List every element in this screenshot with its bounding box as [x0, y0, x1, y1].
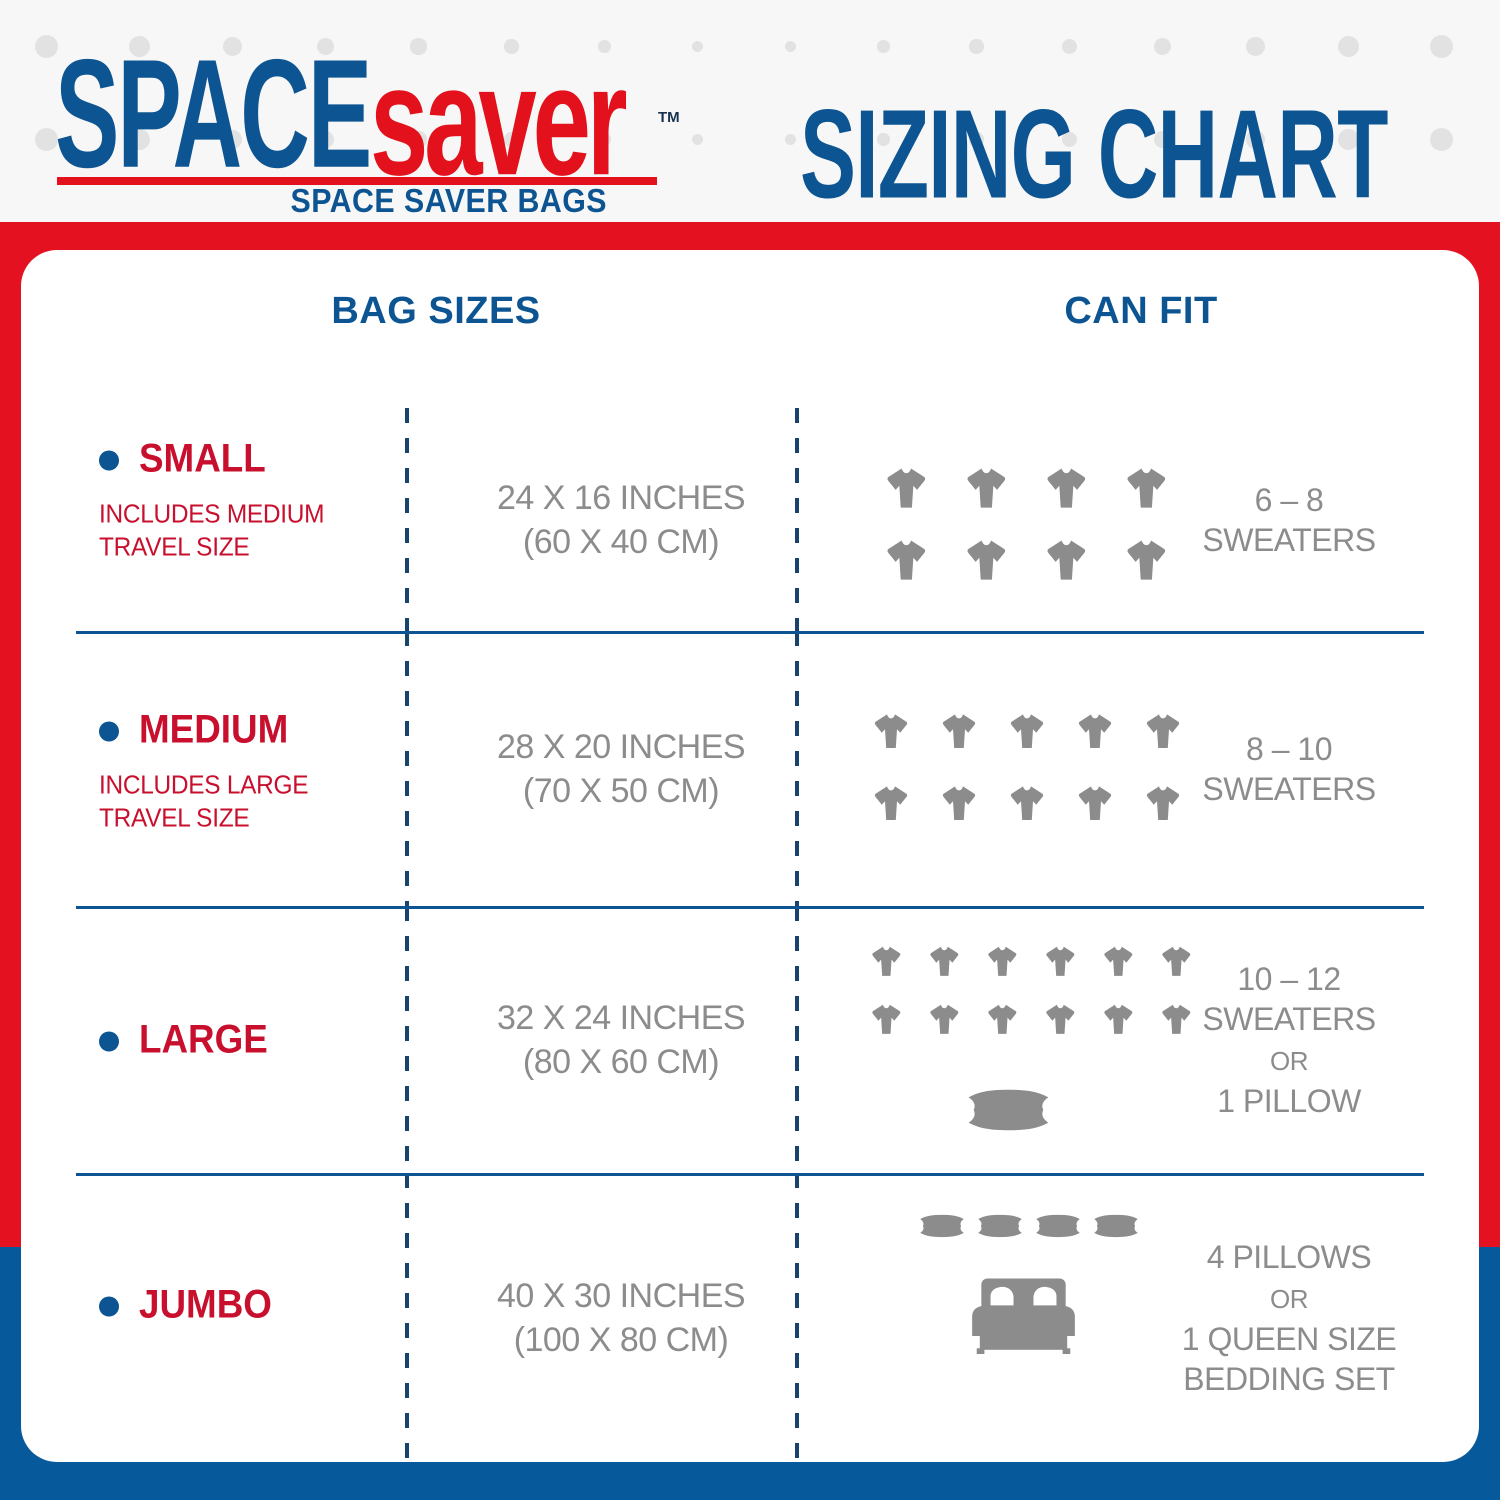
svg-text:SPACE SAVER BAGS: SPACE SAVER BAGS — [291, 182, 607, 218]
svg-text:SPACE: SPACE — [55, 28, 370, 201]
svg-text:TM: TM — [658, 109, 680, 126]
svg-text:SIZING CHART: SIZING CHART — [800, 83, 1388, 218]
